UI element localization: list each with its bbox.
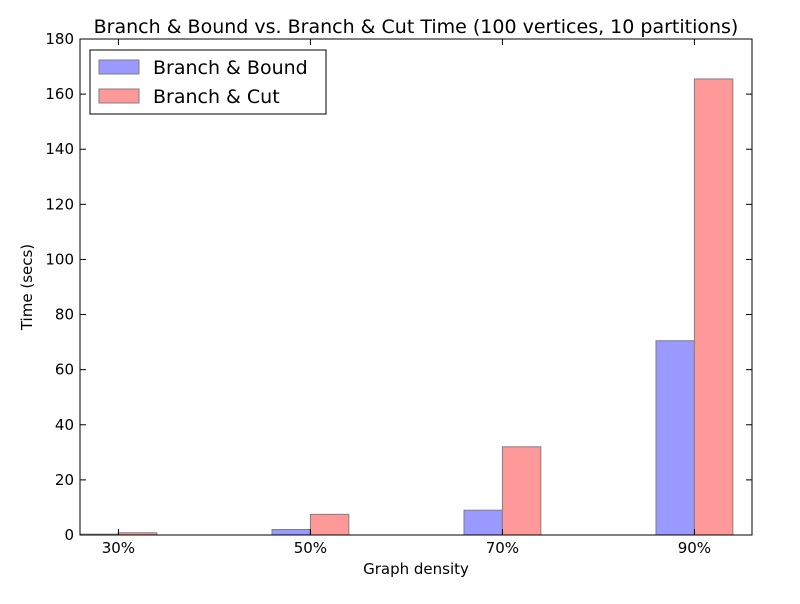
y-tick-label: 40	[55, 416, 74, 434]
legend-label: Branch & Bound	[153, 57, 308, 79]
y-tick-label: 0	[64, 526, 74, 544]
legend: Branch & Bound Branch & Cut	[89, 49, 327, 115]
x-axis-label: Graph density	[363, 560, 469, 578]
legend-swatch	[98, 59, 140, 75]
axes-frame	[79, 38, 753, 536]
y-tick-label: 160	[45, 85, 74, 103]
plot-area: 0 20 40 60 80 100 120 140 160 180 30% 50% 70% 90%	[45, 30, 753, 557]
bar-branch-cut-2	[501, 446, 542, 536]
x-tick-label: 90%	[678, 539, 711, 557]
y-tick-label: 80	[55, 306, 74, 324]
y-axis-label: Time (secs)	[18, 244, 36, 331]
y-tick-label: 140	[45, 140, 74, 158]
y-tick-label: 180	[45, 30, 74, 48]
x-tick-label: 30%	[102, 539, 135, 557]
y-tick-label: 60	[55, 361, 74, 379]
x-tick-label: 70%	[486, 539, 519, 557]
bar-branch-bound-2	[463, 509, 503, 536]
bar-branch-bound-3	[655, 340, 695, 536]
y-tick-label: 120	[45, 195, 74, 213]
y-tick-label: 20	[55, 471, 74, 489]
chart-title: Branch & Bound vs. Branch & Cut Time (10…	[94, 16, 739, 38]
x-tick-label: 50%	[294, 539, 327, 557]
legend-label: Branch & Cut	[153, 86, 280, 108]
bar-branch-bound-1	[271, 528, 311, 536]
y-tick-label: 100	[45, 250, 74, 268]
bar-branch-cut-3	[693, 78, 734, 536]
legend-swatch	[98, 88, 140, 104]
bar-branch-cut-1	[309, 513, 350, 536]
